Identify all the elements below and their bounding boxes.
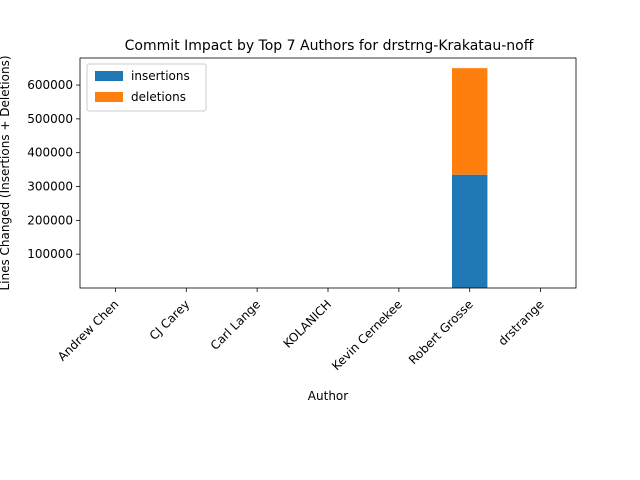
legend: insertions deletions bbox=[86, 63, 207, 112]
y-axis: 100000 200000 300000 400000 500000 600000 bbox=[27, 78, 80, 261]
x-axis-label: Author bbox=[308, 389, 348, 403]
legend-swatch-deletions bbox=[95, 92, 123, 102]
bar-insertions bbox=[452, 174, 488, 288]
y-tick-label: 600000 bbox=[27, 78, 73, 92]
legend-swatch-insertions bbox=[95, 71, 123, 81]
chart-title: Commit Impact by Top 7 Authors for drstr… bbox=[125, 38, 534, 54]
legend-label-deletions: deletions bbox=[131, 90, 186, 104]
y-tick-label: 200000 bbox=[27, 213, 73, 227]
legend-label-insertions: insertions bbox=[131, 69, 190, 83]
bars-layer bbox=[381, 68, 559, 288]
bar-deletions bbox=[452, 68, 488, 175]
y-tick-label: 100000 bbox=[27, 247, 73, 261]
y-tick-label: 300000 bbox=[27, 180, 73, 194]
y-tick-label: 500000 bbox=[27, 112, 73, 126]
y-axis-label: Lines Changed (Insertions + Deletions) bbox=[0, 55, 12, 290]
y-tick-label: 400000 bbox=[27, 146, 73, 160]
